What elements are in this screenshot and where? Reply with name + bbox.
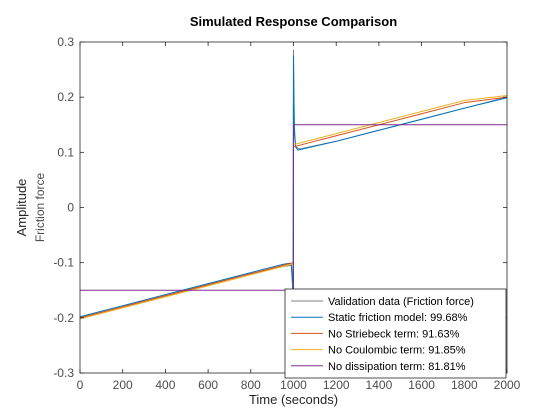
legend-entry-label: No dissipation term: 81.81%: [328, 361, 466, 373]
y-tick-label: 0.1: [57, 145, 74, 159]
y-tick-label: -0.2: [53, 311, 74, 325]
x-tick-label: 0: [77, 378, 84, 392]
y-tick-label: 0.3: [57, 35, 74, 49]
y-tick-label: 0.2: [57, 90, 74, 104]
series-line-2: [79, 55, 508, 318]
x-tick-label: 2000: [494, 378, 521, 392]
x-tick-label: 1200: [323, 378, 350, 392]
x-tick-label: 200: [113, 378, 133, 392]
ticks-group: 0 200 400 600 800 1000 1200 1400 1600 1800 2000 -0.…: [53, 35, 520, 392]
series-group: [79, 49, 508, 374]
legend-entry-label: Static friction model: 99.68%: [328, 312, 468, 324]
legend-entry-label: No Coulombic term: 91.85%: [328, 345, 466, 357]
legend: Validation data (Friction force) Static f…: [284, 288, 507, 379]
x-tick-label: 1800: [451, 378, 478, 392]
x-tick-label: 800: [241, 378, 261, 392]
output-channel-label: Friction force: [33, 173, 47, 243]
y-tick-label: 0: [67, 201, 74, 215]
chart-title: Simulated Response Comparison: [190, 14, 397, 29]
x-tick-label: 1000: [280, 378, 307, 392]
y-tick-label: -0.1: [53, 256, 74, 270]
x-tick-label: 1400: [366, 378, 393, 392]
x-tick-label: 400: [155, 378, 175, 392]
x-tick-label: 600: [198, 378, 218, 392]
y-axis-label: Amplitude: [14, 179, 29, 237]
legend-entry-label: No Striebeck term: 91.63%: [328, 328, 460, 340]
x-tick-label: 1600: [408, 378, 435, 392]
x-axis-label: Time (seconds): [249, 392, 338, 407]
legend-entry-label: Validation data (Friction force): [328, 296, 474, 308]
y-tick-label: -0.3: [53, 366, 74, 380]
